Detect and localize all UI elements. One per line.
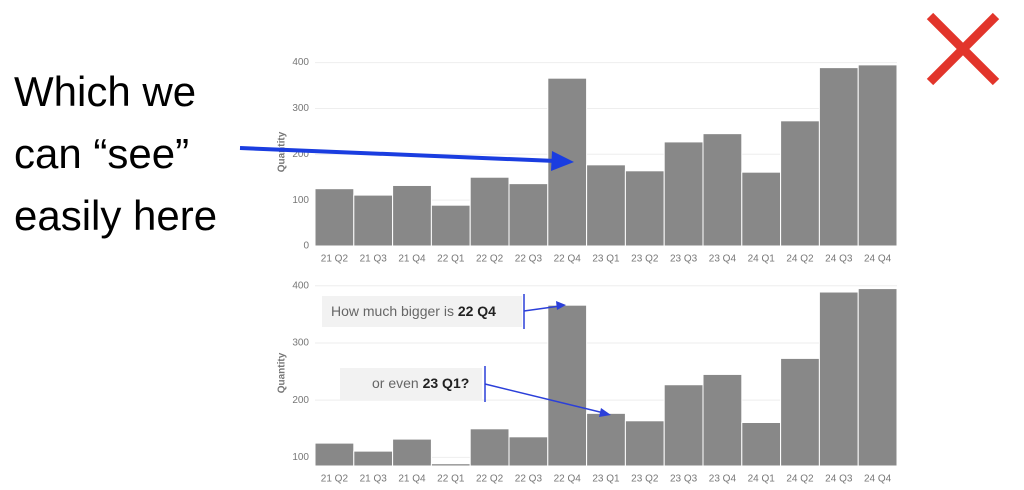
arrow-head	[556, 301, 566, 310]
x-tick-label: 23 Q4	[709, 474, 737, 485]
y-tick-label: 200	[292, 149, 309, 160]
bar	[818, 67, 859, 247]
bar	[430, 463, 471, 467]
red-cross	[926, 12, 1000, 86]
bar	[547, 304, 588, 467]
bar	[780, 120, 820, 247]
x-tick-label: 23 Q3	[670, 254, 698, 265]
x-tick-label: 22 Q4	[554, 474, 582, 485]
bar	[430, 204, 471, 247]
bar	[741, 422, 782, 467]
callout-box	[340, 368, 482, 400]
x-tick-label: 23 Q4	[709, 254, 737, 265]
x-tick-label: 23 Q2	[631, 474, 659, 485]
x-tick-label: 21 Q4	[398, 474, 426, 485]
y-axis-label: Quantity	[277, 352, 288, 393]
slide-text: easily here	[14, 192, 217, 239]
bar	[702, 133, 743, 247]
bar	[818, 291, 859, 467]
x-tick-label: 21 Q3	[360, 254, 388, 265]
x-tick-label: 22 Q3	[515, 254, 543, 265]
y-tick-label: 0	[303, 241, 309, 252]
x-tick-label: 22 Q4	[554, 254, 582, 265]
bar	[702, 373, 743, 467]
x-tick-label: 21 Q2	[321, 254, 349, 265]
x-tick-label: 21 Q3	[360, 474, 388, 485]
x-tick-label: 24 Q3	[825, 254, 853, 265]
x-tick-label: 22 Q1	[437, 474, 465, 485]
bar	[663, 141, 704, 247]
callout-box	[322, 296, 522, 327]
x-tick-label: 24 Q1	[748, 254, 776, 265]
y-tick-label: 400	[292, 57, 309, 68]
x-tick-label: 22 Q2	[476, 474, 504, 485]
bar	[392, 438, 432, 467]
bar	[353, 450, 394, 467]
charts: Quantity 0 100 200 300 400 21 Q2 21 Q3 21 Q4 22 Q…	[277, 57, 898, 485]
bar	[624, 420, 665, 467]
bar	[353, 194, 394, 247]
bar	[857, 288, 898, 467]
bar	[624, 170, 665, 247]
callouts: How much bigger is 22 Q4 or even 23 Q1?	[322, 294, 611, 417]
x-tick-label: 24 Q4	[864, 254, 892, 265]
callout-text: How much bigger is 22 Q4	[331, 303, 496, 319]
arrow	[239, 146, 557, 163]
x-tick-label: 24 Q2	[786, 254, 814, 265]
bar	[857, 64, 898, 247]
bar	[508, 183, 549, 247]
x-tick-label: 24 Q3	[825, 474, 853, 485]
big-arrow	[239, 146, 574, 171]
x-tick-label: 23 Q1	[592, 474, 620, 485]
x-tick-label: 24 Q1	[748, 474, 776, 485]
callout-text: or even 23 Q1?	[372, 375, 469, 391]
x-tick-label: 21 Q4	[398, 254, 426, 265]
bar	[586, 412, 626, 467]
x-tick-label: 24 Q4	[864, 474, 892, 485]
x-tick-label: 23 Q1	[592, 254, 620, 265]
callout-arrow	[484, 383, 605, 414]
y-axis-label: Quantity	[277, 131, 288, 172]
bar	[469, 176, 510, 247]
bar	[469, 428, 510, 467]
x-tick-label: 23 Q3	[670, 474, 698, 485]
y-tick-label: 200	[292, 395, 309, 406]
bar	[741, 171, 782, 247]
x-tick-label: 23 Q2	[631, 254, 659, 265]
y-tick-label: 100	[292, 452, 309, 463]
callout-text: How much bigger is	[331, 303, 454, 319]
x-tick-label: 24 Q2	[786, 474, 814, 485]
x-tick-label: 22 Q2	[476, 254, 504, 265]
x-tick-label: 21 Q2	[321, 474, 349, 485]
slide-text: Which we	[14, 68, 196, 115]
bar	[780, 357, 820, 467]
callout-bold: 22 Q4	[458, 303, 496, 319]
y-tick-label: 400	[292, 280, 309, 291]
x-tick-label: 22 Q3	[515, 474, 543, 485]
bar	[314, 442, 355, 467]
arrow-head	[599, 408, 611, 417]
bar	[392, 184, 432, 247]
bar	[586, 164, 626, 247]
bar	[314, 188, 355, 247]
bar	[663, 384, 704, 467]
callout-bold: 23 Q1?	[423, 375, 470, 391]
x-tick-label: 22 Q1	[437, 254, 465, 265]
arrow-head	[551, 151, 574, 171]
callout-arrow	[523, 305, 561, 312]
y-tick-label: 300	[292, 103, 309, 114]
y-tick-label: 300	[292, 338, 309, 349]
callout-text: or even	[372, 375, 419, 391]
bar	[508, 436, 549, 467]
slide-text: can “see”	[14, 130, 189, 177]
y-tick-label: 100	[292, 195, 309, 206]
